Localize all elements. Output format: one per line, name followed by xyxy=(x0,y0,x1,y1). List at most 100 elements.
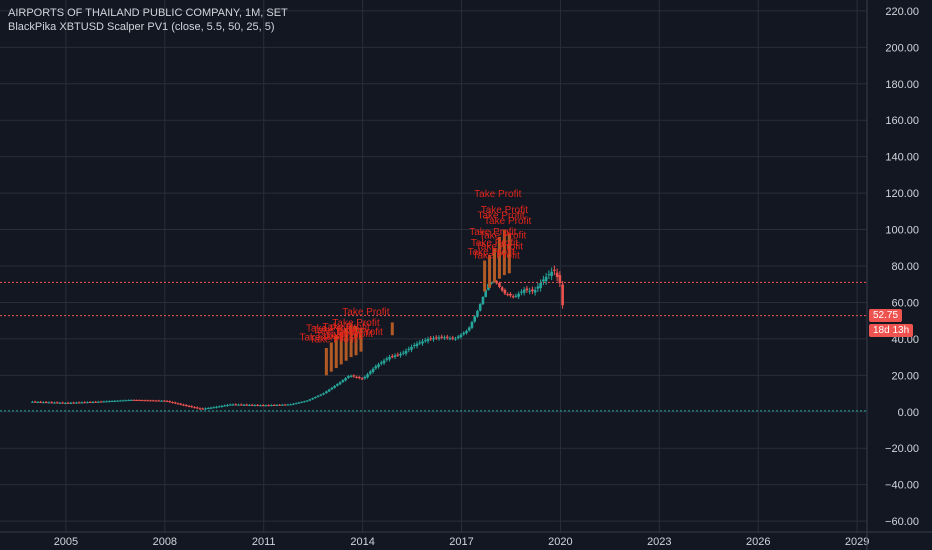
candle-body xyxy=(382,360,386,364)
candle-body xyxy=(454,338,457,340)
symbol-title[interactable]: AIRPORTS OF THAILAND PUBLIC COMPANY, 1M,… xyxy=(8,7,288,19)
candle-body xyxy=(198,408,202,410)
candle-body xyxy=(39,401,42,403)
candle-body xyxy=(253,405,257,407)
candle-body xyxy=(462,332,466,335)
candle-body xyxy=(319,394,323,396)
candle-body xyxy=(201,408,205,410)
take-profit-label: Take Profit xyxy=(309,335,356,346)
indicator-title[interactable]: BlackPika XBTUSD Scalper PV1 (close, 5.5… xyxy=(8,21,275,33)
candle-body xyxy=(434,337,438,339)
candle-body xyxy=(511,296,515,298)
x-tick-label: 2023 xyxy=(647,536,671,548)
y-tick-label: 60.00 xyxy=(891,297,919,309)
take-profit-label: Take Profit xyxy=(474,189,521,200)
candle-body xyxy=(130,399,133,401)
candle-body xyxy=(561,284,564,306)
y-tick-label: 80.00 xyxy=(891,261,919,273)
candle-body xyxy=(437,337,441,339)
candle-body xyxy=(360,378,364,380)
candle-body xyxy=(267,405,270,407)
candle-body xyxy=(500,287,504,291)
last-price-tag: 52.75 xyxy=(869,308,903,322)
y-tick-label: 120.00 xyxy=(885,188,919,200)
take-profit-label: Take Profit xyxy=(299,333,346,344)
candle-body xyxy=(58,402,62,404)
candle-body xyxy=(151,400,155,402)
candle-body xyxy=(393,355,397,357)
candle-body xyxy=(66,402,70,404)
candle-body xyxy=(94,401,97,403)
candle-body xyxy=(83,402,86,404)
candle-body xyxy=(97,401,100,403)
candle-body xyxy=(509,293,512,296)
candle-body xyxy=(119,400,122,402)
take-profit-label: Take Profit xyxy=(479,231,526,242)
take-profit-label: Take Profit xyxy=(476,242,523,253)
candle-body xyxy=(184,404,188,406)
candle-body xyxy=(69,402,73,404)
signal-bar xyxy=(507,233,511,274)
candle-body xyxy=(141,400,144,402)
candle-body xyxy=(366,374,369,378)
candle-body xyxy=(385,358,389,360)
candle-body xyxy=(283,404,287,406)
take-profit-label: Take Profit xyxy=(484,216,531,227)
candle-body xyxy=(231,404,235,406)
take-profit-label: Take Profit xyxy=(477,211,524,222)
candle-body xyxy=(113,400,117,402)
candle-body xyxy=(206,408,210,410)
candle-body xyxy=(193,407,196,409)
candle-body xyxy=(418,342,422,344)
candle-body xyxy=(239,404,243,406)
candle-body xyxy=(212,407,216,409)
take-profit-label: Take Profit xyxy=(473,251,520,262)
candle-body xyxy=(338,382,342,385)
candle-body xyxy=(412,345,416,347)
candle-body xyxy=(401,352,405,354)
signal-bar xyxy=(483,260,487,292)
candle-body xyxy=(297,402,301,404)
candle-body xyxy=(341,380,345,382)
candle-body xyxy=(286,404,290,406)
candle-body xyxy=(498,283,501,287)
candle-body xyxy=(303,401,306,403)
signal-bar xyxy=(329,342,333,372)
candle-body xyxy=(445,336,449,338)
y-tick-label: 0.00 xyxy=(898,407,919,419)
candle-body xyxy=(423,340,427,342)
candle-body xyxy=(143,400,147,402)
candle-body xyxy=(528,290,531,292)
candle-body xyxy=(72,402,75,404)
x-tick-label: 2008 xyxy=(153,536,177,548)
y-tick-label: −60.00 xyxy=(885,516,919,528)
y-tick-label: 200.00 xyxy=(885,42,919,54)
candle-body xyxy=(489,282,493,285)
y-tick-label: 100.00 xyxy=(885,225,919,237)
signal-bar xyxy=(497,236,501,279)
candle-body xyxy=(176,403,180,405)
candle-body xyxy=(404,350,408,354)
candle-body xyxy=(264,405,268,407)
x-tick-label: 2011 xyxy=(252,536,276,548)
x-tick-label: 2014 xyxy=(350,536,374,548)
candle-body xyxy=(429,338,433,340)
x-tick-label: 2017 xyxy=(449,536,473,548)
y-tick-label: 160.00 xyxy=(885,115,919,127)
y-tick-label: 180.00 xyxy=(885,79,919,91)
candle-body xyxy=(270,405,273,407)
candle-body xyxy=(396,354,400,356)
candle-body xyxy=(261,405,265,407)
take-profit-label: Take Profit xyxy=(326,329,373,340)
take-profit-label: Take Profit xyxy=(468,247,515,258)
candle-body xyxy=(451,337,455,339)
candle-body xyxy=(165,400,169,402)
candle-body xyxy=(42,402,45,404)
candle-body xyxy=(102,401,106,403)
candle-body xyxy=(410,346,413,350)
candle-body xyxy=(36,402,40,404)
candle-body xyxy=(355,376,358,378)
candle-body xyxy=(127,400,130,402)
